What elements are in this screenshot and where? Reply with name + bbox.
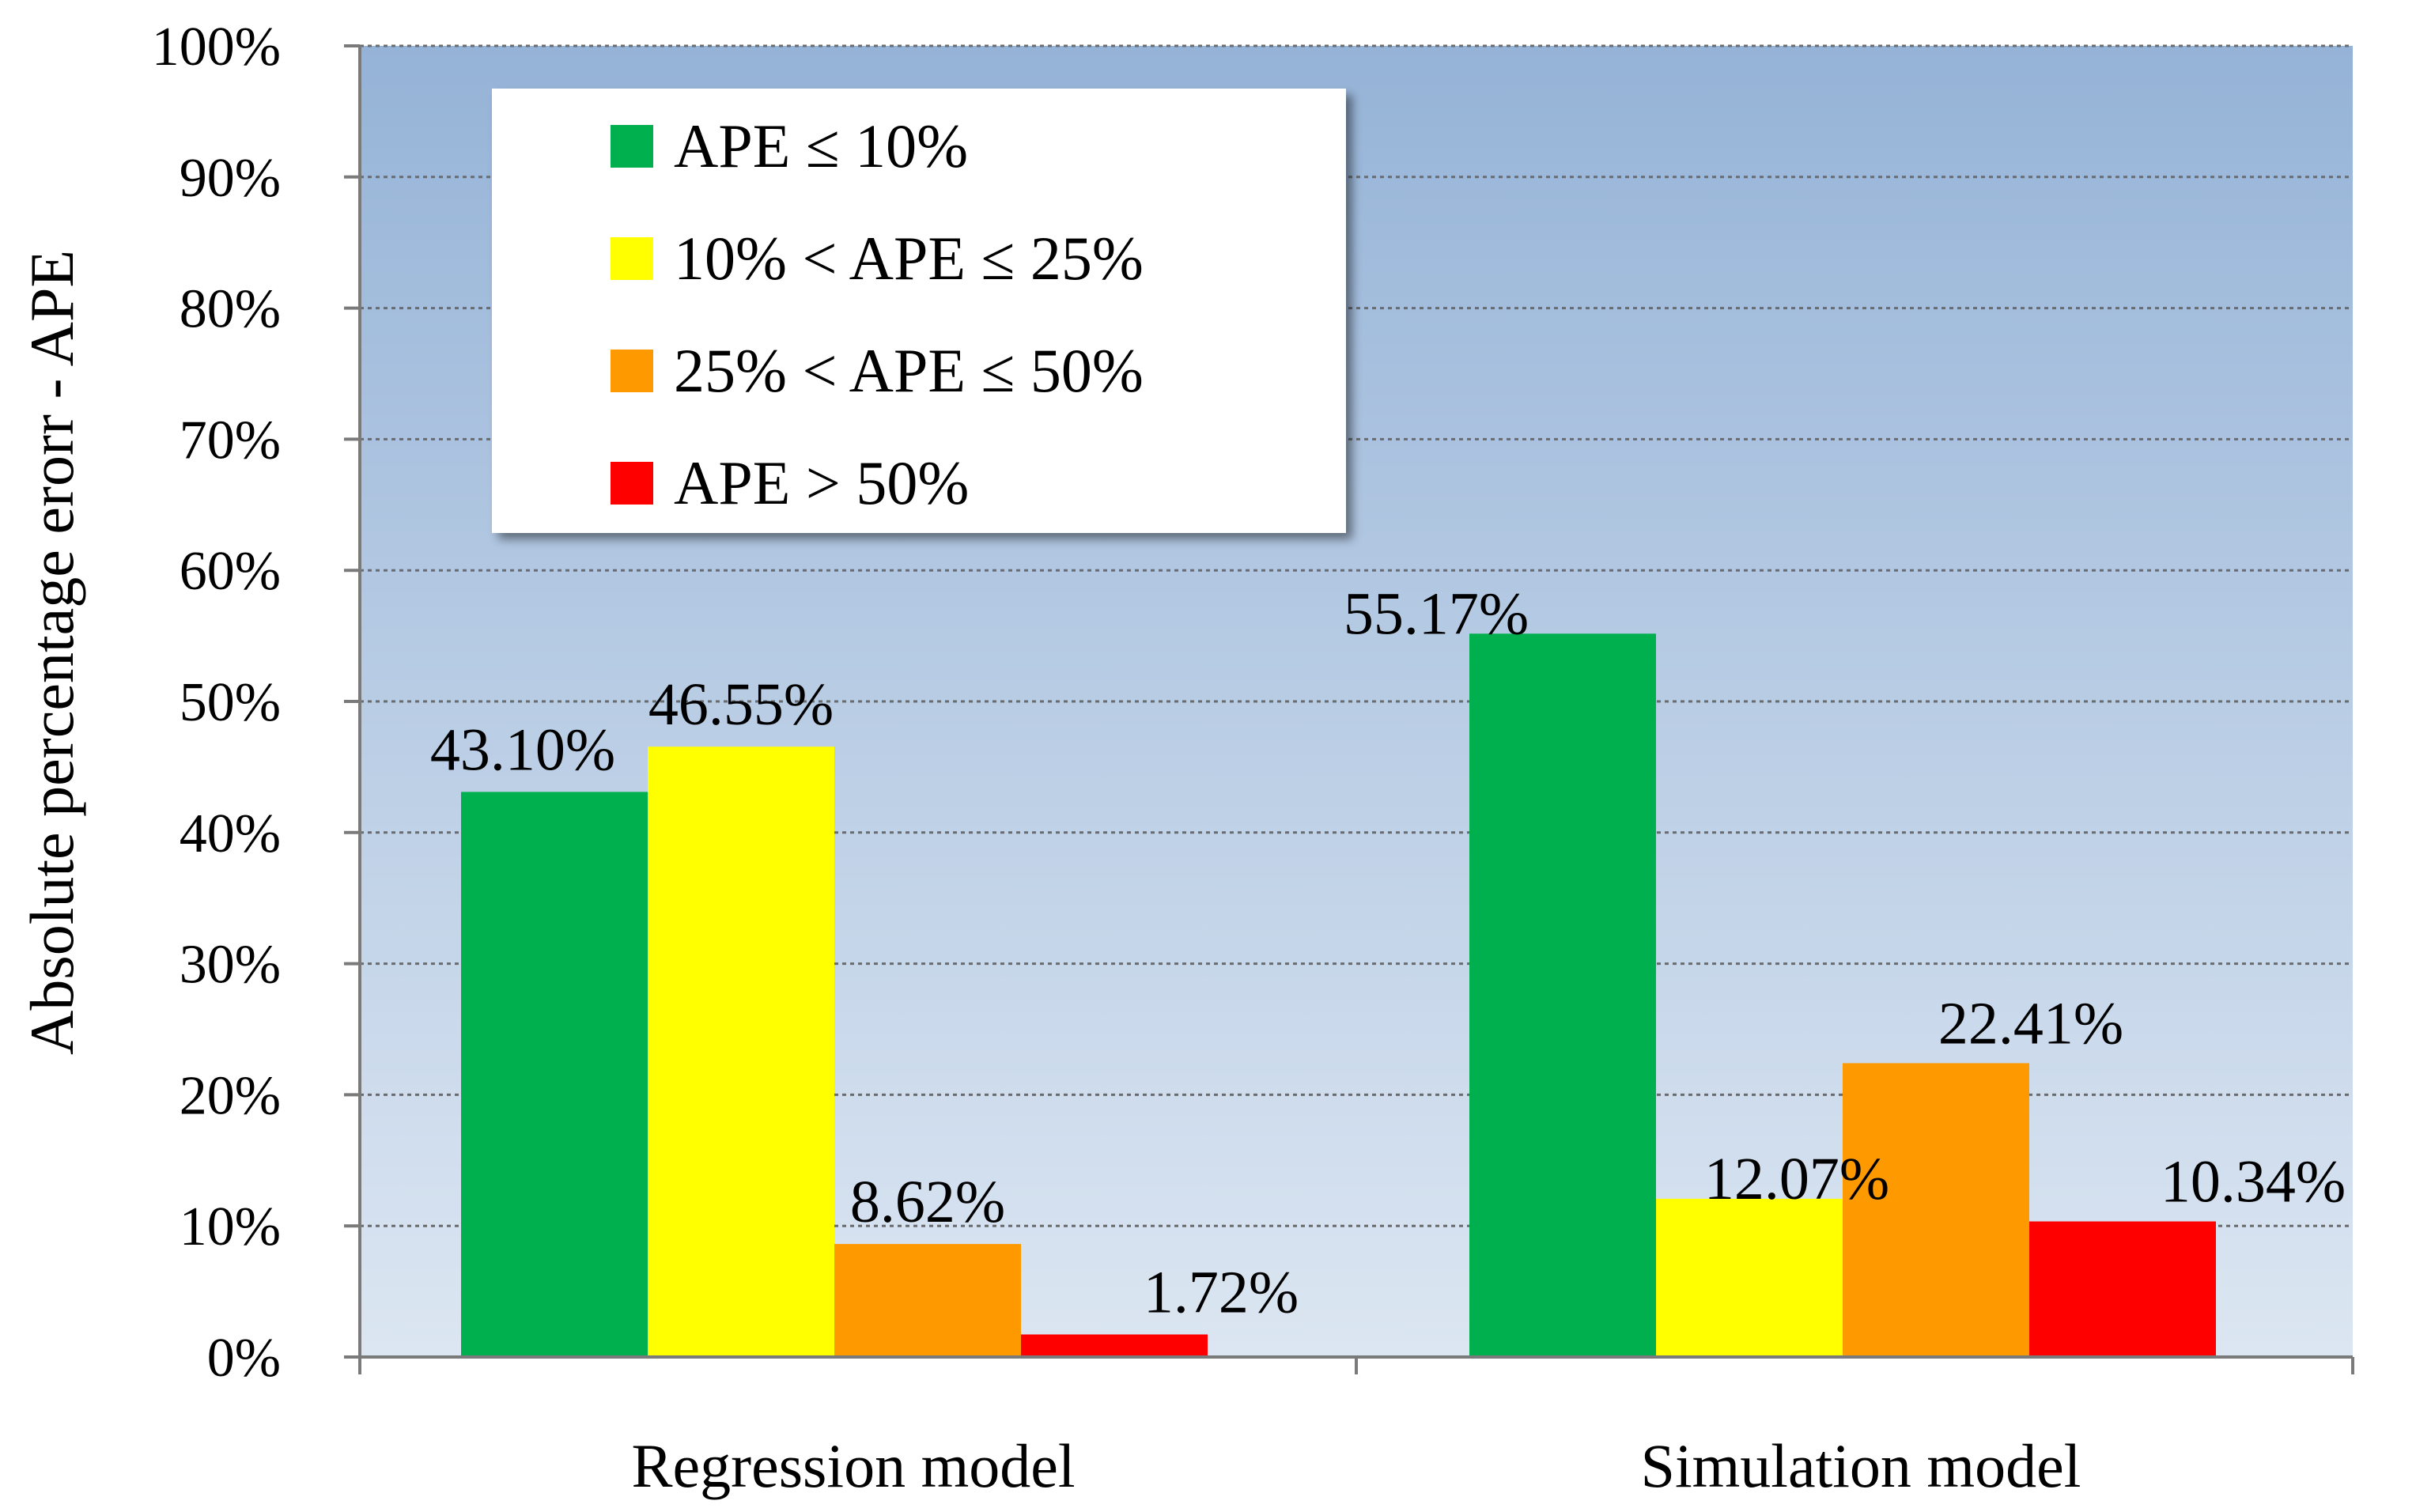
legend-swatch (611, 350, 653, 392)
legend-swatch (611, 125, 653, 168)
data-label: 8.62% (850, 1169, 1005, 1235)
data-labels: 43.10% 46.55% 8.62% 1.72% 55.17% 12.07% 22.41%… (430, 580, 2346, 1325)
axes (344, 44, 2354, 1374)
y-axis-title: Absolute percentage erorr - APE (17, 250, 86, 1055)
y-tick-label: 80% (180, 279, 281, 340)
category-label: Simulation model (1641, 1431, 2081, 1500)
legend-label: 10% < APE ≤ 25% (674, 224, 1144, 293)
data-label: 46.55% (648, 671, 834, 738)
data-label: 43.10% (430, 716, 615, 783)
y-tick-label: 10% (180, 1196, 281, 1257)
legend-label: APE > 50% (674, 448, 969, 517)
y-tick-label: 0% (207, 1328, 281, 1389)
data-label: 55.17% (1344, 580, 1529, 647)
legend-swatch (611, 237, 653, 280)
legend: APE ≤ 10% 10% < APE ≤ 25% 25% < APE ≤ 50% A… (492, 89, 1346, 533)
y-tick-label: 40% (180, 803, 281, 864)
y-tick-labels: 0% 10% 20% 30% 40% 50% 60% 70% 80% 90% 100% (152, 17, 281, 1389)
bar (1656, 1198, 1843, 1357)
data-label: 10.34% (2161, 1149, 2346, 1215)
y-tick-label: 100% (152, 17, 281, 77)
bar (834, 1244, 1021, 1357)
bar (648, 747, 834, 1357)
category-label: Regression model (631, 1431, 1075, 1500)
bar (2029, 1221, 2216, 1357)
legend-label: 25% < APE ≤ 50% (674, 336, 1144, 405)
bar (461, 792, 648, 1357)
bar (1021, 1334, 1208, 1357)
data-label: 12.07% (1704, 1146, 1889, 1212)
category-labels: Regression model Simulation model (631, 1431, 2081, 1500)
y-tick-label: 50% (180, 672, 281, 733)
y-tick-label: 60% (180, 541, 281, 602)
y-tick-label: 20% (180, 1065, 281, 1126)
y-tick-label: 30% (180, 935, 281, 996)
legend-swatch (611, 462, 653, 505)
data-label: 22.41% (1938, 990, 2123, 1057)
y-tick-label: 70% (180, 410, 281, 471)
legend-label: APE ≤ 10% (674, 112, 968, 180)
y-tick-label: 90% (180, 148, 281, 209)
bar (1843, 1063, 2029, 1357)
data-label: 1.72% (1144, 1259, 1299, 1325)
bar (1469, 633, 1656, 1357)
bars (461, 633, 2216, 1357)
